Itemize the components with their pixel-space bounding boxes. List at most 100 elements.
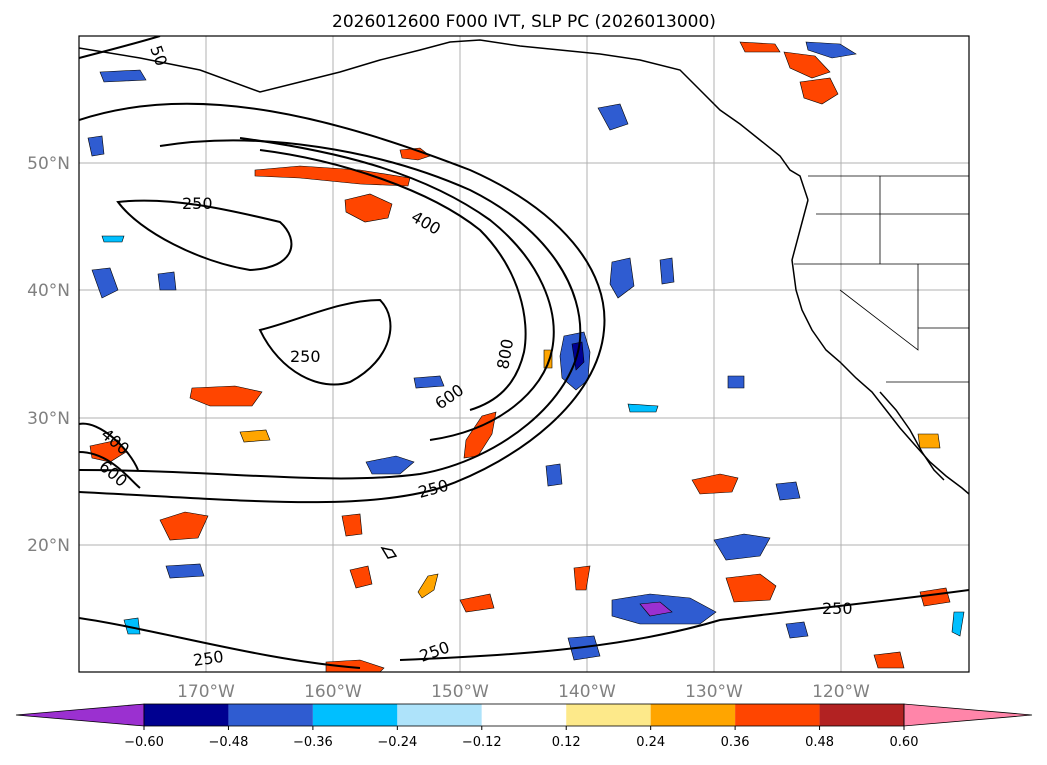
colorbar-tick-label: 0.36	[721, 735, 750, 750]
positive-anomaly-patch	[691, 473, 739, 495]
colorbar-tick-label: 0.12	[552, 735, 581, 750]
state-border	[839, 289, 969, 351]
contour-50-top	[79, 36, 161, 59]
colorbar-tick-label: −0.12	[462, 735, 502, 750]
contour-250-loop	[258, 298, 392, 386]
alaska-coastline	[79, 39, 809, 201]
contour-600-west	[79, 451, 141, 489]
negative-anomaly-patch	[659, 257, 675, 285]
ivt-contours	[79, 36, 969, 669]
longitude-labels: 170°W 160°W 150°W 140°W 130°W 120°W	[177, 682, 870, 702]
lon-label-120w: 120°W	[812, 682, 870, 702]
negative-anomaly-patch	[91, 267, 119, 299]
negative-anomaly-patch	[627, 403, 659, 413]
contour-400-outer	[79, 139, 582, 480]
negative-anomaly-patch	[99, 69, 147, 83]
positive-anomaly-patch	[399, 147, 431, 161]
positive-anomaly-patch	[189, 385, 263, 407]
negative-anomaly-patch	[157, 271, 177, 291]
positive-anomaly-patch	[254, 165, 411, 187]
hawaii-islands	[380, 546, 398, 559]
colorbar-segment	[566, 704, 651, 726]
colorbar-tick-label: 0.60	[890, 735, 919, 750]
negative-anomaly-patch	[87, 135, 105, 157]
colorbar-tick-label: −0.36	[293, 735, 333, 750]
positive-anomaly-patch	[239, 429, 271, 443]
colorbar-frame	[143, 703, 905, 727]
colorbar-segment	[312, 704, 398, 726]
negative-anomaly-patch	[597, 103, 629, 131]
lon-label-170w: 170°W	[177, 682, 235, 702]
negative-anomaly-patch	[951, 611, 965, 637]
positive-anomaly-patch	[459, 593, 495, 613]
positive-anomaly-patch	[159, 511, 209, 541]
colorbar-tick-label: −0.24	[377, 735, 417, 750]
colorbar-segment	[735, 704, 820, 726]
positive-anomaly-patch	[325, 659, 385, 672]
contour-400-west	[79, 422, 139, 471]
negative-anomaly-patch	[165, 563, 205, 579]
positive-anomaly-patch	[417, 573, 439, 599]
contour-600-outer	[239, 137, 555, 441]
colorbar-segment	[481, 704, 567, 726]
lat-label-30n: 30°N	[27, 409, 70, 429]
coastlines	[79, 39, 969, 559]
colorbar-segment	[650, 704, 736, 726]
north-america-coastline	[791, 199, 969, 495]
negative-anomaly-patch	[365, 455, 415, 475]
colorbar-extend-low	[15, 703, 145, 727]
positive-anomaly-patch	[799, 77, 839, 105]
latitude-labels: 50°N 40°N 30°N 20°N	[27, 154, 70, 556]
contour-label: 250	[192, 647, 225, 670]
negative-anomaly-patch	[545, 463, 563, 487]
negative-anomaly-patch	[609, 257, 635, 299]
negative-anomaly-patch	[727, 375, 745, 389]
positive-anomaly-patch	[573, 565, 591, 591]
contour-250-inner	[116, 199, 293, 272]
gridlines	[79, 36, 969, 672]
negative-anomaly-patch	[639, 601, 673, 617]
negative-anomaly-patch	[413, 375, 445, 389]
contour-250-southeast	[399, 589, 969, 661]
lon-label-150w: 150°W	[431, 682, 489, 702]
positive-anomaly-patch	[783, 51, 831, 79]
colorbar-tick-label: −0.48	[209, 735, 249, 750]
colorbar-segment	[228, 704, 313, 726]
positive-anomaly-patch	[341, 513, 363, 537]
positive-anomaly-patch	[917, 433, 941, 449]
lon-label-140w: 140°W	[558, 682, 616, 702]
colorbar-tick-label: 0.24	[636, 735, 665, 750]
colorbar-extend-high	[903, 703, 1033, 727]
contour-800	[259, 149, 527, 411]
colorbar-tick-label: −0.60	[124, 735, 164, 750]
baja-coastline	[879, 391, 945, 481]
map-title: 2026012600 F000 IVT, SLP PC (2026013000)	[332, 12, 716, 32]
negative-anomaly-patch	[713, 533, 771, 561]
negative-anomaly-patch	[805, 41, 857, 59]
lon-label-160w: 160°W	[304, 682, 362, 702]
lat-label-40n: 40°N	[27, 281, 70, 301]
contour-label: 250	[182, 194, 213, 213]
contour-250-south	[79, 617, 361, 669]
negative-anomaly-patch	[123, 617, 141, 635]
colorbar-segment	[397, 704, 482, 726]
negative-anomaly-patch	[775, 481, 801, 501]
map-frame	[78, 35, 970, 673]
contour-label: 250	[290, 347, 321, 366]
ivt-negative-fill	[87, 41, 965, 661]
positive-anomaly-patch	[739, 41, 781, 53]
colorbar-segment	[144, 704, 229, 726]
positive-anomaly-patch	[873, 651, 905, 669]
negative-anomaly-patch	[101, 235, 125, 243]
contour-label: 250	[822, 599, 853, 618]
negative-anomaly-patch	[785, 621, 809, 639]
political-borders	[794, 175, 969, 383]
colorbar-tick-label: 0.48	[805, 735, 834, 750]
positive-anomaly-patch	[349, 565, 373, 589]
lon-label-130w: 130°W	[685, 682, 743, 702]
colorbar-segment	[819, 704, 904, 726]
contour-250-outer	[79, 102, 606, 504]
ivt-anomaly-fill	[89, 41, 951, 672]
lat-label-20n: 20°N	[27, 536, 70, 556]
